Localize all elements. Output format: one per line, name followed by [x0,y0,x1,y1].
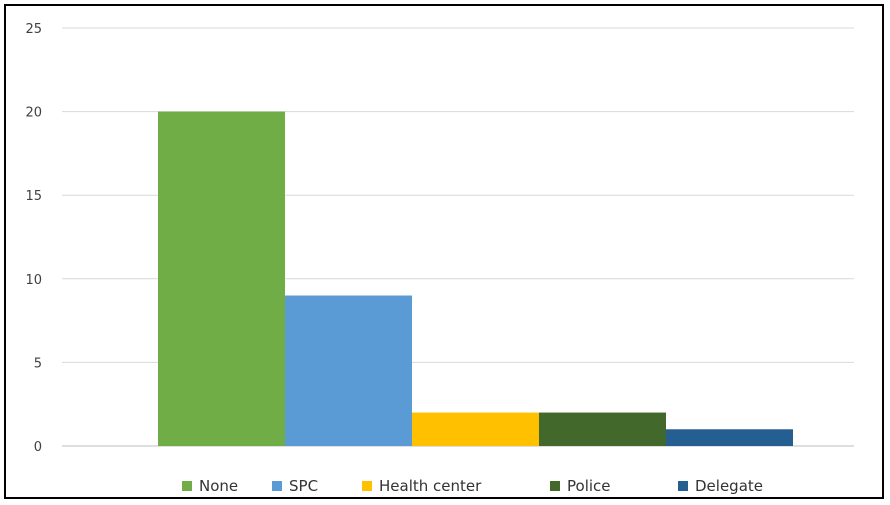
y-tick-label: 10 [25,273,42,288]
bar-none [158,111,285,446]
y-tick-label: 5 [34,356,42,371]
legend-label: None [199,477,238,495]
bar-spc [285,295,412,446]
legend-swatch [362,481,372,491]
bar-health-center [412,412,539,446]
legend-item-spc: SPC [272,477,318,495]
legend-swatch [550,481,560,491]
legend-label: Delegate [695,477,763,495]
legend-item-delegate: Delegate [678,477,763,495]
y-tick-label: 15 [25,189,42,204]
bar-police [539,412,666,446]
bars [158,111,793,446]
y-tick-label: 0 [34,440,42,455]
legend-swatch [272,481,282,491]
legend-item-none: None [182,477,238,495]
y-tick-label: 20 [25,106,42,121]
legend-item-police: Police [550,477,611,495]
y-axis-ticks: 0 5 10 15 20 25 [25,22,42,455]
legend-swatch [678,481,688,491]
legend-item-health-center: Health center [362,477,482,495]
chart-frame: 0 5 10 15 20 25 None SPC Health center Police Del… [4,4,884,499]
legend-label: SPC [289,477,318,495]
legend-label: Police [567,477,611,495]
bar-chart: 0 5 10 15 20 25 None SPC Health center Police Del… [25,22,854,495]
bar-delegate [666,429,793,446]
y-tick-label: 25 [25,22,42,37]
legend-label: Health center [379,477,482,495]
legend-swatch [182,481,192,491]
legend: None SPC Health center Police Delegate [182,477,763,495]
